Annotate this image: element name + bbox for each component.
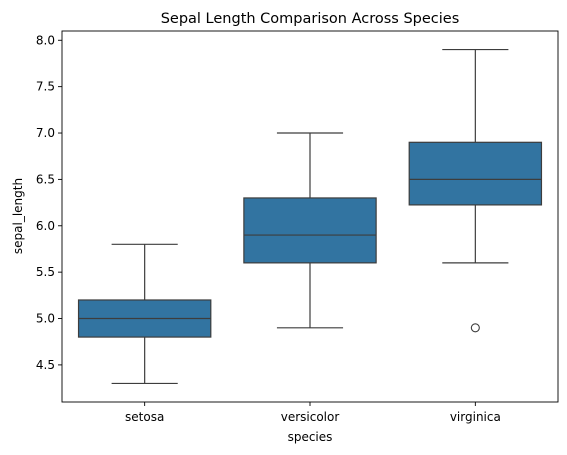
box-iqr [408,141,543,206]
box-setosa [77,243,212,385]
y-axis-label: sepal_length [11,178,25,254]
chart-title: Sepal Length Comparison Across Species [161,11,460,27]
y-tick-label: 7.0 [36,126,55,140]
y-tick-label: 4.5 [36,358,55,372]
outlier-point [470,323,480,333]
box-versicolor [243,132,377,329]
x-tick-label: virginica [450,410,501,424]
y-tick-label: 7.5 [36,80,55,94]
plot-area [77,48,543,385]
y-tick-label: 5.0 [36,312,55,326]
x-tick-label: versicolor [281,410,340,424]
box-iqr [243,197,377,264]
x-axis: setosa versicolor virginica [125,402,501,424]
y-tick-label: 8.0 [36,33,55,47]
y-axis: 4.5 5.0 5.5 6.0 6.5 7.0 7.5 8.0 [36,33,62,372]
x-axis-label: species [288,430,333,444]
y-tick-label: 6.5 [36,172,55,186]
box-virginica [408,48,543,333]
x-tick-label: setosa [125,410,164,424]
y-tick-label: 5.5 [36,265,55,279]
y-tick-label: 6.0 [36,219,55,233]
